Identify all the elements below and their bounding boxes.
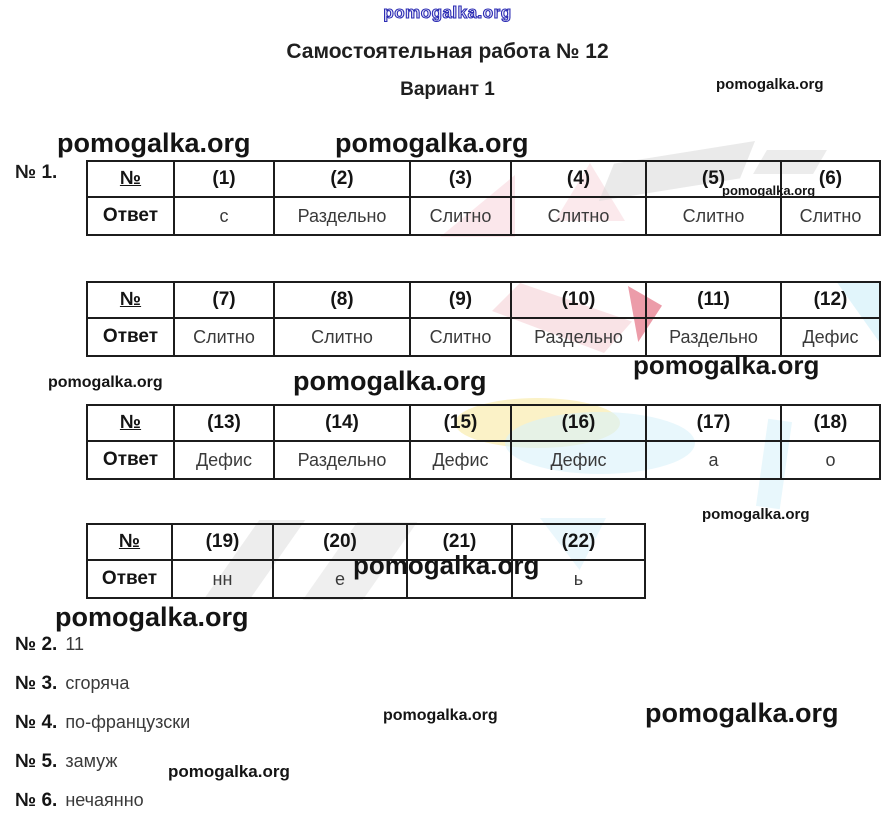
answer-cell: ь — [511, 559, 646, 599]
watermark-below-table4: pomogalka.org — [55, 602, 249, 632]
watermark-center-mid: pomogalka.org — [293, 366, 487, 396]
page-title: Самостоятельная работа № 12 — [286, 40, 609, 63]
column-header: (3) — [409, 160, 512, 198]
task-2-answer: 11 — [65, 634, 84, 654]
column-header: (1) — [173, 160, 275, 198]
watermark-top-right: pomogalka.org — [716, 76, 824, 93]
answer-cell: Слитно — [510, 196, 647, 236]
watermark-top: pomogalka.org — [383, 2, 512, 22]
column-header: (19) — [171, 523, 274, 561]
task-1-label: № 1. — [15, 162, 58, 183]
answer-table-4: № (19) (20) (21) (22) Ответ нн е ь — [86, 523, 646, 599]
watermark-in-table4: pomogalka.org — [353, 550, 540, 580]
task-6: № 6. нечаянно — [15, 790, 144, 812]
column-header: (14) — [273, 404, 411, 442]
answer-cell: Дефис — [409, 440, 512, 480]
column-header-num: № — [86, 404, 175, 442]
answer-row-label: Ответ — [86, 440, 175, 480]
task-3: № 3. сгоряча — [15, 673, 129, 695]
watermark-above-table1-center: pomogalka.org — [335, 128, 529, 158]
answer-cell: е — [272, 559, 408, 599]
answer-cell: Слитно — [780, 196, 881, 236]
task-4-answer: по-французски — [65, 712, 191, 732]
answer-cell — [406, 559, 513, 599]
answer-table-2: № (7) (8) (9) (10) (11) (12) Ответ Слитно Слитно С… — [86, 281, 881, 357]
task-5-label: № 5. — [15, 751, 58, 772]
answer-cell: а — [645, 440, 782, 480]
column-header: (21) — [406, 523, 513, 561]
column-header: (12) — [780, 281, 881, 319]
task-3-answer: сгоряча — [65, 673, 130, 693]
answer-cell: Слитно — [645, 196, 782, 236]
column-header: (2) — [273, 160, 411, 198]
answer-table-3: № (13) (14) (15) (16) (17) (18) Ответ Дефис Разде… — [86, 404, 881, 480]
answer-cell: Раздельно — [645, 317, 782, 357]
answer-cell: Слитно — [409, 317, 512, 357]
column-header: (16) — [510, 404, 647, 442]
watermark-above-table1-left: pomogalka.org — [57, 128, 251, 158]
task-4: № 4. по-французски — [15, 712, 190, 734]
column-header: (7) — [173, 281, 275, 319]
column-header: (10) — [510, 281, 647, 319]
answer-cell: Дефис — [780, 317, 881, 357]
column-header: (15) — [409, 404, 512, 442]
watermark-bottom-center: pomogalka.org — [383, 707, 498, 724]
task-2: № 2. 11 — [15, 634, 84, 656]
answer-cell: Слитно — [273, 317, 411, 357]
watermark-right-mid: pomogalka.org — [702, 506, 810, 523]
answer-cell: Слитно — [173, 317, 275, 357]
task-5: № 5. замуж — [15, 751, 117, 773]
column-header: (6) — [780, 160, 881, 198]
answer-table-1: № (1) (2) (3) (4) (5) (6) Ответ с Раздельно Слитно… — [86, 160, 881, 236]
task-2-label: № 2. — [15, 634, 58, 655]
task-4-label: № 4. — [15, 712, 58, 733]
task-3-label: № 3. — [15, 673, 58, 694]
answer-cell: Дефис — [173, 440, 275, 480]
column-header: (18) — [780, 404, 881, 442]
answer-cell: Раздельно — [273, 196, 411, 236]
answer-cell: нн — [171, 559, 274, 599]
answer-row-label: Ответ — [86, 196, 175, 236]
answer-row-label: Ответ — [86, 559, 173, 599]
answer-row-label: Ответ — [86, 317, 175, 357]
task-6-answer: нечаянно — [65, 790, 144, 810]
task-5-answer: замуж — [65, 751, 118, 771]
watermark-bottom-right: pomogalka.org — [645, 698, 839, 728]
column-header-num: № — [86, 523, 173, 561]
column-header: (11) — [645, 281, 782, 319]
answer-cell: Слитно — [409, 196, 512, 236]
answer-cell: Раздельно — [273, 440, 411, 480]
column-header: (17) — [645, 404, 782, 442]
answer-cell: с — [173, 196, 275, 236]
watermark-below-table2-right: pomogalka.org — [633, 350, 820, 380]
column-header-num: № — [86, 160, 175, 198]
column-header: (5) — [645, 160, 782, 198]
watermark-bottom-left: pomogalka.org — [168, 762, 290, 781]
column-header: (22) — [511, 523, 646, 561]
task-6-label: № 6. — [15, 790, 58, 811]
answer-cell: о — [780, 440, 881, 480]
column-header: (4) — [510, 160, 647, 198]
column-header: (8) — [273, 281, 411, 319]
column-header: (20) — [272, 523, 408, 561]
answer-cell: Раздельно — [510, 317, 647, 357]
page-subtitle: Вариант 1 — [400, 79, 495, 100]
column-header: (9) — [409, 281, 512, 319]
column-header: (13) — [173, 404, 275, 442]
column-header-num: № — [86, 281, 175, 319]
watermark-left-mid: pomogalka.org — [48, 374, 163, 391]
watermark-in-table1: pomogalka.org — [722, 183, 816, 198]
answer-cell: Дефис — [510, 440, 647, 480]
